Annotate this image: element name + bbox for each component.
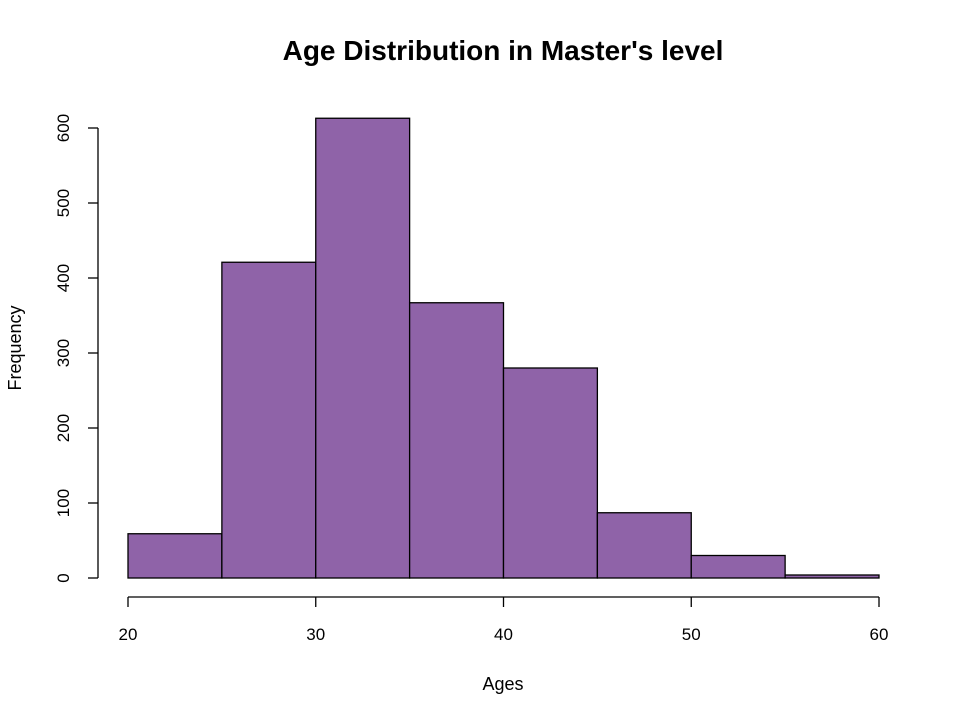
histogram-bar [784, 574, 880, 579]
histogram-bar [408, 302, 505, 579]
histogram-bar [127, 533, 223, 579]
x-tick-label: 20 [119, 625, 138, 644]
y-tick-label: 600 [54, 114, 73, 142]
chart-title: Age Distribution in Master's level [283, 35, 724, 66]
x-tick-label: 40 [494, 625, 513, 644]
bars-group [127, 117, 880, 579]
x-axis: 20 30 40 50 60 [119, 596, 889, 644]
histogram-bar [221, 261, 317, 579]
y-axis: 0 100 200 300 400 500 600 [54, 114, 99, 583]
histogram-bar [596, 512, 692, 579]
x-tick-label: 50 [682, 625, 701, 644]
y-axis-label: Frequency [5, 305, 25, 390]
y-tick-label: 400 [54, 264, 73, 292]
x-tick-label: 30 [306, 625, 325, 644]
y-tick-label: 300 [54, 339, 73, 367]
histogram-bar [502, 367, 599, 579]
x-tick-label: 60 [870, 625, 889, 644]
histogram-bar [690, 554, 786, 579]
y-tick-label: 0 [54, 573, 73, 582]
histogram-bar [315, 117, 411, 579]
y-tick-label: 100 [54, 489, 73, 517]
x-axis-label: Ages [482, 674, 523, 694]
y-tick-label: 500 [54, 189, 73, 217]
y-tick-label: 200 [54, 414, 73, 442]
